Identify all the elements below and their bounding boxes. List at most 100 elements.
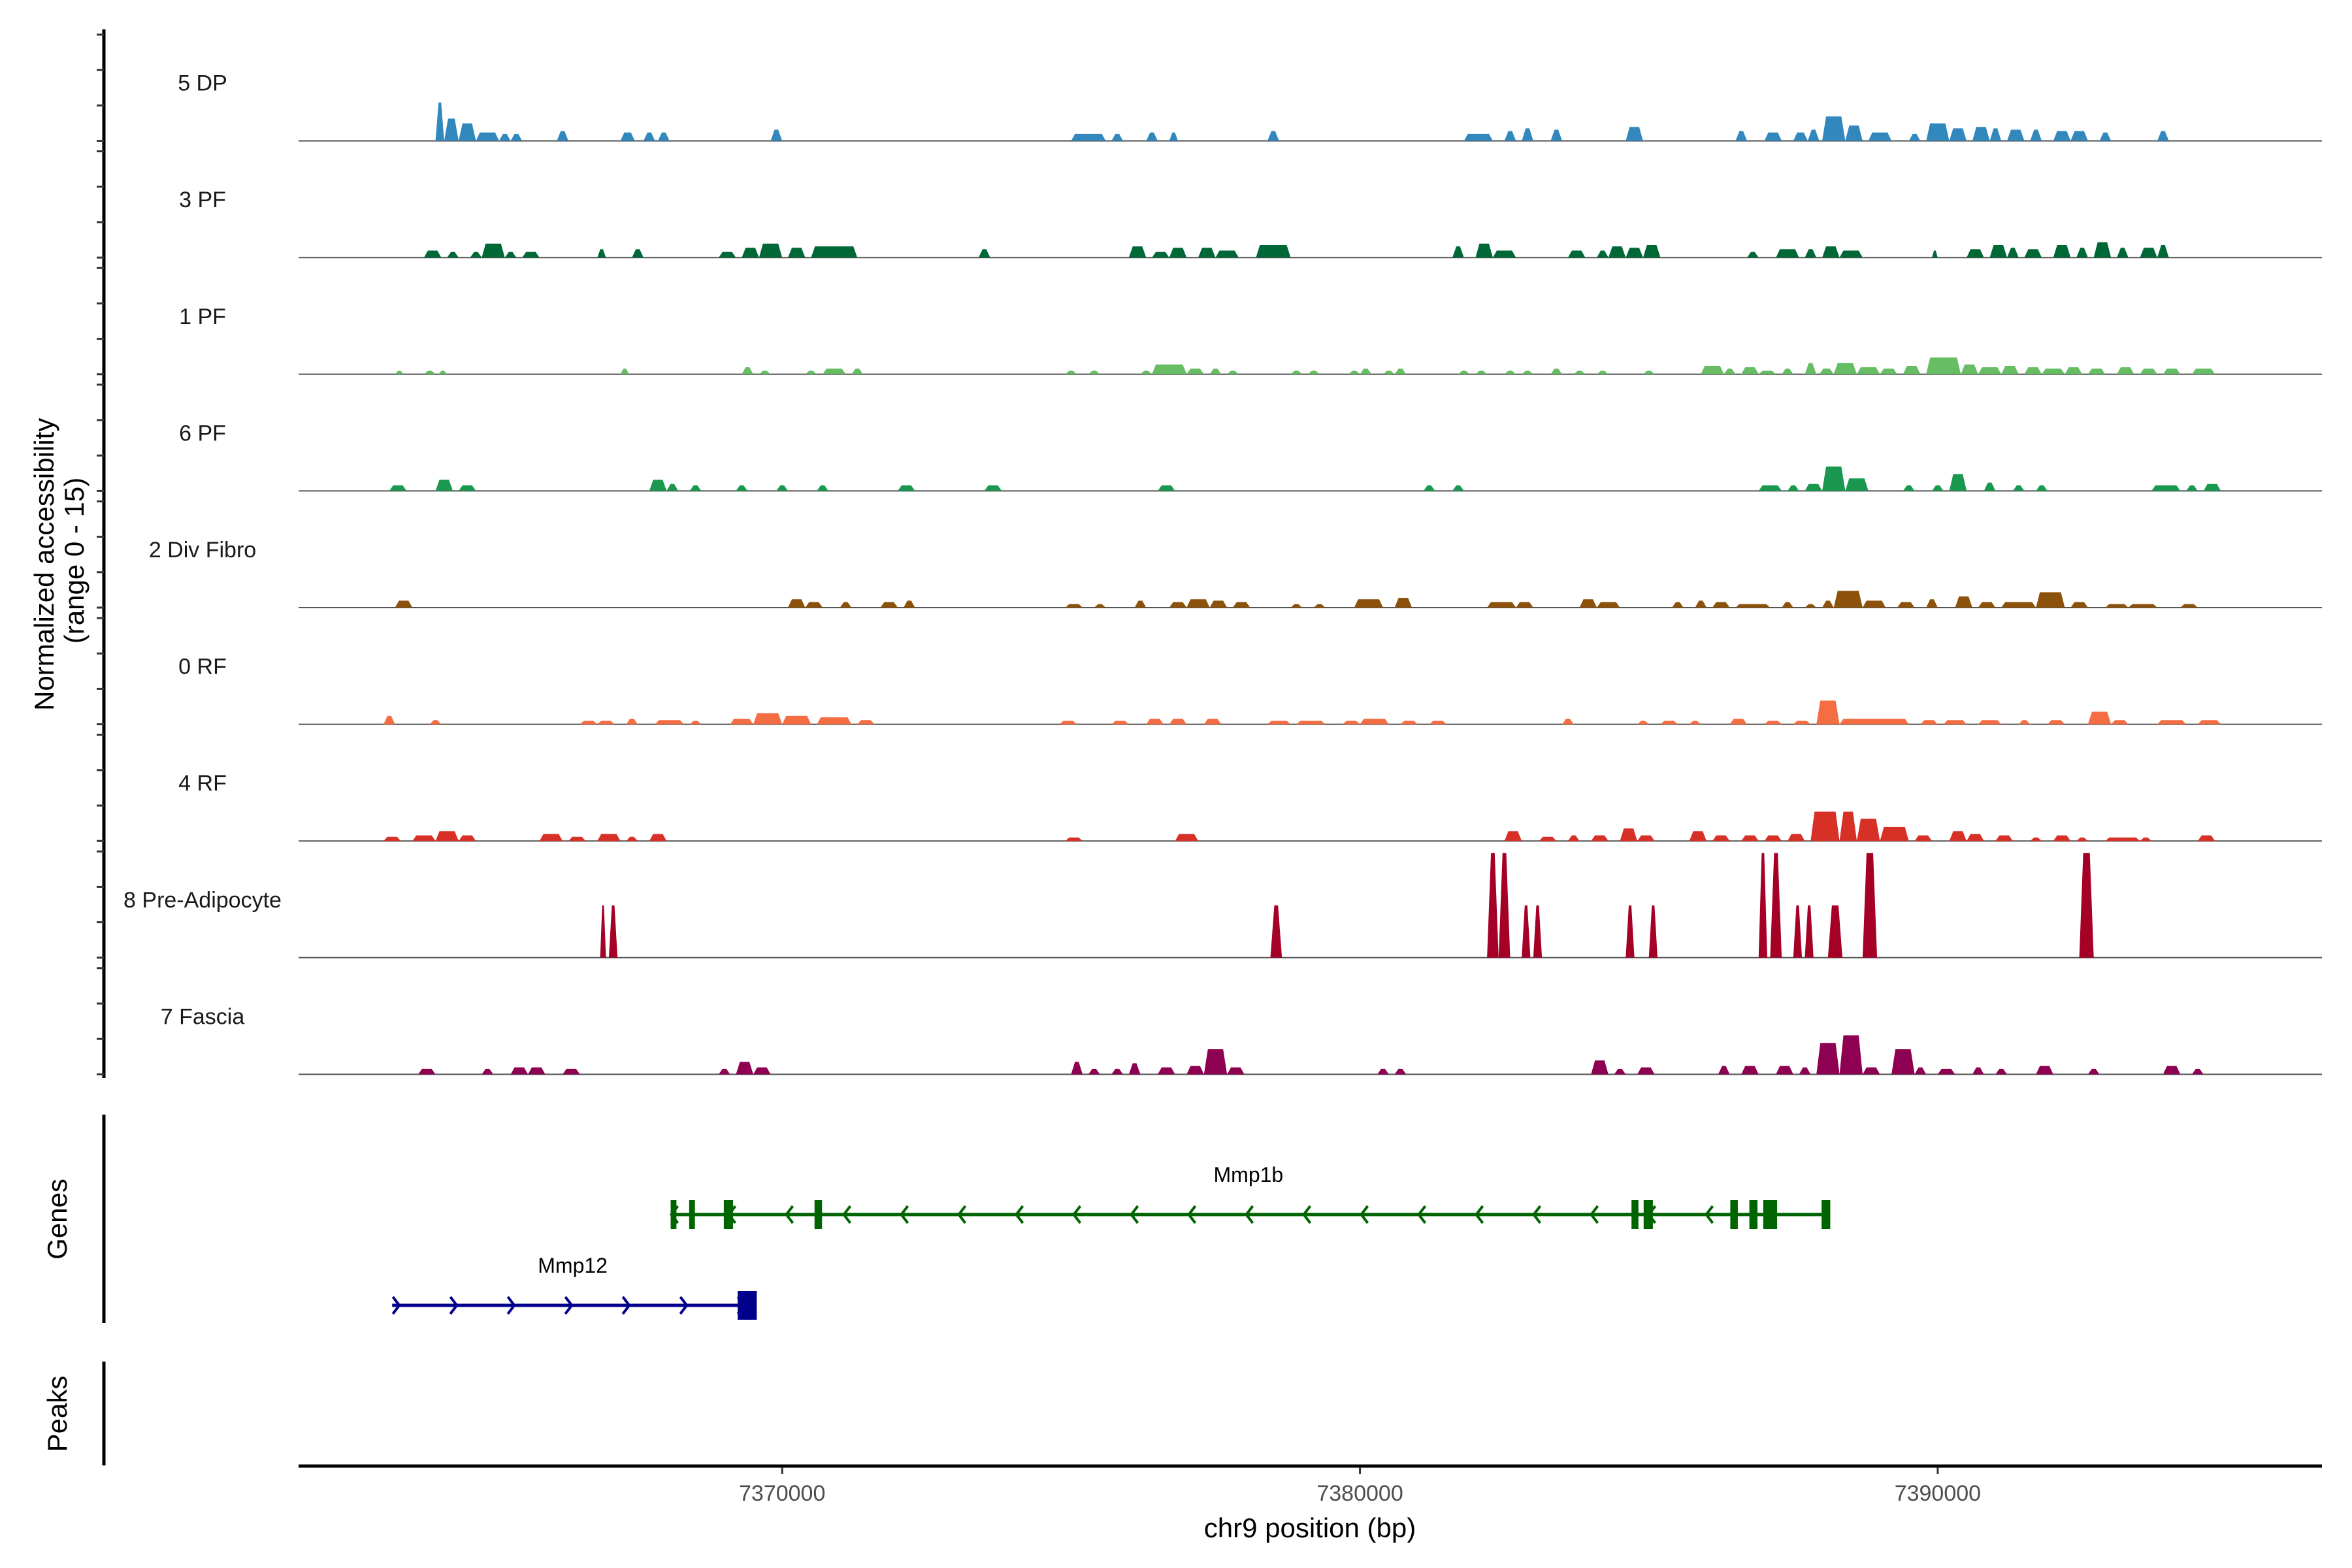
coverage-peak [1943,720,1967,725]
coverage-peak [730,719,753,725]
coverage-peak [1672,602,1684,608]
strand-arrow-icon [841,1205,852,1224]
coverage-peak [1614,1068,1626,1075]
coverage-peak [1539,836,1557,841]
gene-mmp12[interactable]: Mmp12 [391,1254,757,1320]
gene-exon [1631,1200,1639,1229]
coverage-peak [1903,366,1921,374]
coverage-peak [2053,131,2071,141]
coverage-peak [1504,131,1516,141]
strand-arrow-icon [564,1296,574,1315]
coverage-peak [458,123,476,141]
coverage-peak [2117,248,2129,258]
coverage-peak [1088,1068,1100,1075]
coverage-peak [1625,248,1643,258]
coverage-peak [600,905,606,958]
coverage-peak [1845,478,1869,491]
coverage-peak [1961,364,1978,374]
coverage-peak [851,368,864,374]
coverage-peak [2036,1066,2053,1075]
coverage-peak [1642,370,1655,374]
coverage-peak [2192,368,2215,374]
track-label: 1 PF [179,304,226,329]
coverage-peak [1827,905,1842,958]
coverage-peak [1360,368,1372,374]
coverage-peak [1203,1049,1228,1075]
strand-arrow-icon [1474,1205,1484,1224]
coverage-peak [2001,366,2019,374]
coverage-peak [1394,598,1413,608]
coverage-peak [2079,853,2094,958]
coverage-peak [776,485,789,491]
coverage-peak [666,483,679,491]
coverage-peak [1793,905,1803,958]
coverage-peak [1504,370,1516,374]
coverage-peak [2197,835,2215,841]
strand-arrow-icon [1704,1205,1714,1224]
gene-exon [723,1200,734,1229]
coverage-peak [458,485,476,491]
coverage-peak [655,720,684,725]
coverage-peak [1793,721,1811,725]
coverage-peak [1637,1067,1655,1075]
coverage-peak [1637,721,1649,725]
strand-arrow-icon [956,1205,967,1224]
coverage-peak [649,480,667,491]
coverage-peak [1984,482,1996,491]
coverage-peak [1296,721,1326,725]
coverage-peak [1354,599,1383,608]
coverage-peak [1591,1060,1609,1075]
coverage-peak [1504,831,1522,841]
coverage-peak [620,132,635,141]
coverage-peak [1209,600,1228,608]
coverage-peak [1134,600,1147,608]
track-0-rf: 0 RF [178,655,2322,725]
coverage-peak [2087,711,2112,725]
strand-arrow-icon [1359,1205,1369,1224]
coverage-peak [510,1067,529,1075]
coverage-peak [2087,1068,2100,1075]
coverage-peak [1065,837,1083,841]
coverage-peak [1270,905,1282,958]
coverage-peak [1313,604,1326,608]
coverage-peak [1782,368,1793,374]
coverage-peak [1857,819,1880,841]
coverage-peak [742,367,753,374]
coverage-peak [2197,720,2221,725]
coverage-peak [429,720,442,725]
coverage-peak [1487,853,1499,958]
coverage-peak [2099,132,2112,141]
coverage-peak [1290,370,1303,374]
coverage-peak [1492,250,1516,258]
gene-exon [1643,1200,1653,1229]
coverage-peak [1712,835,1730,841]
gene-exon [670,1200,677,1229]
coverage-peak [438,370,448,374]
coverage-peak [1805,905,1814,958]
coverage-peak [1146,132,1158,141]
coverage-peak [1880,826,1909,841]
coverage-peak [2065,367,2082,374]
coverage-peak [2030,129,2042,141]
coverage-peak [1209,368,1222,374]
coverage-peak [1065,604,1083,608]
coverage-peak [1723,368,1736,374]
coverage-peak [1475,370,1488,374]
track-label: 8 Pre-Adipocyte [123,888,282,913]
y-axis-title: Normalized accessibility (range 0 - 15) [29,410,90,711]
coverage-peak [2007,129,2025,141]
coverage-peak [1805,604,1817,608]
coverage-peak [1071,1062,1083,1075]
gene-mmp1b[interactable]: Mmp1b [669,1163,1831,1229]
coverage-peak [643,132,655,141]
coverage-peak [2042,368,2065,374]
coverage-peak [383,836,401,841]
coverage-peak [1949,128,1967,141]
coverage-peak [1967,249,1984,258]
coverage-peak [1857,367,1880,374]
coverage-peak [1955,596,1972,608]
coverage-peak [2157,131,2169,141]
coverage-peak [817,485,828,491]
coverage-peak [1787,834,1805,841]
track-6-pf: 6 PF [179,421,2322,492]
